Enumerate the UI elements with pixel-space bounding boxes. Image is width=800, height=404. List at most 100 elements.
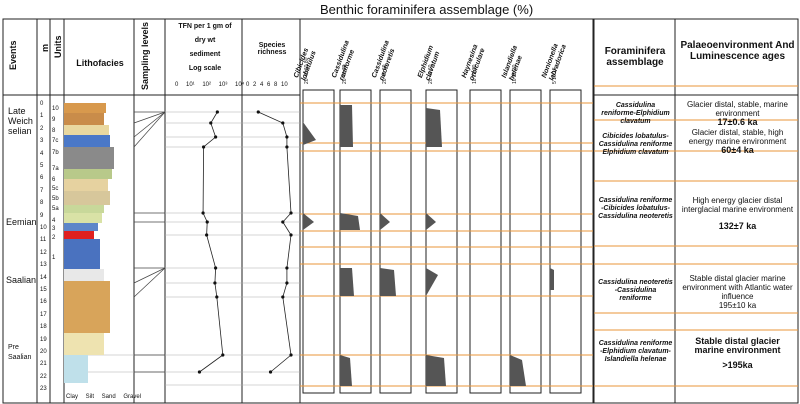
depth-tick: 16 — [40, 299, 47, 306]
species-richness-point — [289, 353, 293, 357]
depth-tick: 22 — [40, 373, 47, 380]
unit-label: 4 — [52, 218, 56, 224]
fill-elphidium-3 — [426, 268, 438, 296]
fill-neoteretis-2 — [380, 268, 396, 296]
event-pre-saalian: Pre Saalian — [8, 344, 32, 361]
assemblage-3: Cassidulina reniforme -Cibicides lobatul… — [598, 197, 673, 220]
tfn-point — [215, 110, 219, 114]
depth-tick: 3 — [40, 138, 44, 145]
tfn-point — [213, 281, 217, 285]
fill-cibicides-1 — [303, 122, 316, 145]
fill-reniforme-1 — [340, 105, 353, 147]
species-axis-ticks: 10 20 30 — [512, 64, 518, 84]
species-richness-point — [268, 370, 273, 374]
litho-unit-base — [64, 333, 104, 355]
sampling-header: Sampling levels — [140, 21, 150, 90]
species-axis-ticks: 20 40 60 — [342, 64, 348, 84]
tfn-point — [215, 295, 219, 299]
depth-tick: 19 — [40, 336, 47, 343]
right-panel-border — [593, 18, 799, 404]
unit-label: 8 — [52, 128, 56, 134]
unit-label: 3 — [52, 226, 56, 232]
depth-tick: 4 — [40, 150, 44, 157]
units-header: Units — [53, 35, 63, 59]
litho-unit-4 — [64, 223, 98, 231]
litho-unit-3 — [64, 231, 94, 239]
environment-3: High energy glacier distal interglacial … — [681, 196, 794, 231]
tfn-point — [221, 353, 225, 357]
litho-unit-1a — [64, 269, 104, 281]
litho-unit-6 — [64, 179, 108, 191]
fill-reniforme-4 — [340, 355, 352, 386]
depth-header: m — [40, 43, 50, 52]
litho-unit-7a — [64, 169, 112, 179]
environment-2: Glacier distal, stable, high energy mari… — [688, 128, 787, 155]
tfn-point — [205, 220, 209, 224]
tfn-points — [197, 110, 225, 374]
species-axis-ticks: 0 2 4 6 8 10 — [246, 82, 288, 88]
depth-tick: 1 — [40, 113, 44, 120]
fill-islandiella-1 — [510, 355, 526, 386]
environment-5: Stable distal glacier marine environment… — [694, 336, 781, 370]
species-richness-point — [285, 145, 289, 149]
species-richness-header: Species richness — [257, 42, 287, 56]
assemblage-2: Cibicides lobatulus-Cassidulina reniform… — [598, 133, 673, 156]
depth-tick: 15 — [40, 287, 47, 293]
species-abundance-fills — [303, 105, 554, 386]
species-plot-boxes — [302, 89, 582, 394]
depth-tick: 23 — [40, 386, 47, 393]
event-saalian: Saalian — [6, 275, 37, 285]
unit-label: 7c — [52, 138, 59, 144]
species-axis-ticks: 20 40 60 — [382, 64, 388, 84]
tfn-point — [201, 145, 206, 149]
depth-tick: 20 — [40, 349, 47, 355]
depth-tick: 11 — [40, 237, 47, 244]
main-panel-border — [2, 18, 594, 404]
fill-cibicides-2 — [303, 213, 314, 230]
litho-unit-pre — [64, 355, 88, 383]
tfn-point — [209, 121, 213, 125]
depth-tick: 12 — [40, 249, 47, 256]
species-richness-point — [281, 295, 285, 299]
unit-label: 7b — [52, 150, 59, 156]
depth-tick: 21 — [40, 361, 47, 368]
unit-label: 1 — [52, 255, 56, 261]
litho-unit-7c — [64, 135, 110, 147]
species-richness-line — [258, 111, 292, 373]
sampling-fan — [133, 111, 166, 373]
depth-tick: 13 — [40, 262, 47, 269]
depth-tick: 6 — [40, 175, 44, 182]
tfn-series-line — [199, 111, 224, 373]
environment-4: Stable distal glacier marine environment… — [682, 274, 793, 310]
unit-label: 9 — [52, 117, 56, 123]
depth-tick: 14 — [40, 274, 47, 281]
fill-reniforme-3 — [340, 268, 354, 296]
fill-elphidium-4 — [426, 355, 446, 386]
lithofacies-grain-legend: Clay Silt Sand Gravel — [66, 394, 142, 400]
species-axis-ticks: 20 40 60 80 — [304, 57, 310, 84]
species-richness-point — [289, 211, 293, 215]
depth-tick: 8 — [40, 200, 44, 207]
litho-unit-2 — [64, 239, 100, 269]
unit-label: 5a — [52, 206, 59, 212]
fill-elphidium-1 — [426, 108, 442, 147]
species-richness-point — [281, 220, 285, 224]
tfn-point — [205, 233, 209, 237]
environment-1: Glacier distal, stable, marine environme… — [687, 100, 788, 127]
litho-unit-1 — [64, 281, 110, 333]
litho-unit-9 — [64, 113, 104, 125]
depth-tick: 17 — [40, 311, 47, 318]
fill-neoteretis-1 — [380, 213, 390, 230]
litho-unit-5a — [64, 213, 102, 223]
palaeoenvironment-header: Palaeoenvironment And Luminescence ages — [680, 40, 795, 62]
unit-label: 7a — [52, 166, 59, 172]
species-richness-point — [285, 135, 289, 139]
lithofacies-column — [64, 103, 114, 383]
tfn-point — [197, 370, 202, 374]
litho-unit-8 — [64, 125, 109, 135]
tfn-axis-ticks: 0 10¹ 10² 10³ 10⁴ — [175, 82, 245, 88]
species-richness-points — [256, 110, 293, 374]
litho-unit-5c — [64, 191, 110, 205]
depth-tick: 9 — [40, 212, 44, 219]
